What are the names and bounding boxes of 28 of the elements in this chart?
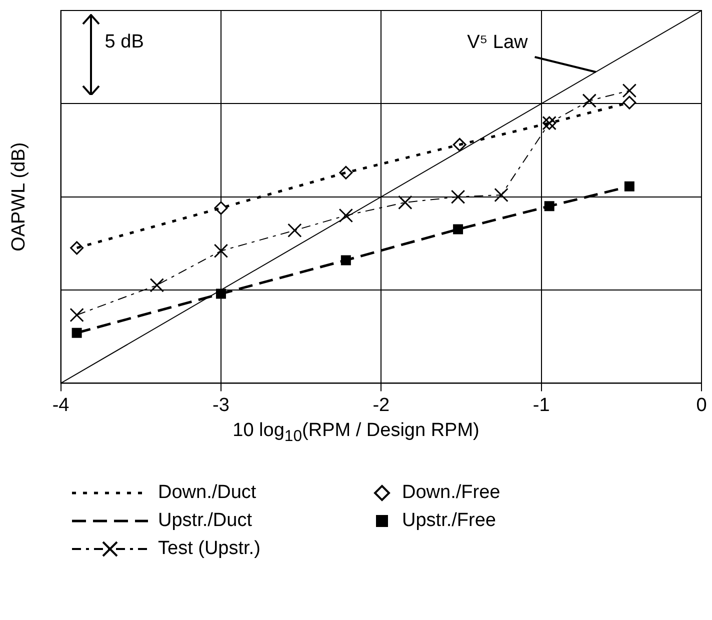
legend-label: Upstr./Free (402, 510, 496, 532)
point (494, 188, 508, 202)
annotation: 5 dB (104, 31, 144, 52)
y-axis-title: OAPWL (dB) (8, 142, 30, 252)
point (70, 308, 84, 322)
x-tick-label: -3 (212, 394, 230, 416)
point (150, 278, 164, 292)
x-tick-label: -2 (372, 394, 390, 416)
point (338, 208, 354, 223)
point (624, 181, 634, 192)
point (398, 195, 412, 210)
legend-label: Upstr./Duct (158, 510, 252, 532)
point (214, 244, 228, 258)
point (450, 190, 466, 204)
legend-label: Down./Free (402, 482, 500, 504)
x-tick-label: 0 (696, 394, 707, 416)
x-tick-label: -4 (52, 394, 70, 416)
point (582, 94, 596, 108)
point (288, 223, 302, 238)
point (622, 96, 636, 110)
annotation: V⁵ Law (467, 32, 528, 54)
point (214, 201, 228, 215)
x-axis-title: 10 log$_{10}$(RPM / Design RPM) (232, 420, 480, 446)
point (622, 84, 637, 98)
point (453, 224, 464, 234)
legend-label: Down./Duct (158, 482, 256, 504)
x-tick-label: -1 (532, 394, 550, 416)
legend-label: Test (Upstr.) (158, 538, 260, 560)
